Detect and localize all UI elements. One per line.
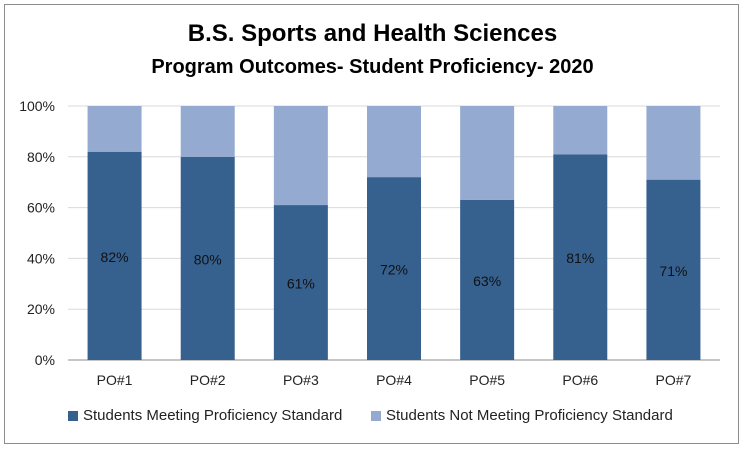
legend-swatch-meeting [68, 410, 78, 421]
data-label: 82% [101, 249, 129, 265]
legend-label-not-meeting: Students Not Meeting Proficiency Standar… [386, 407, 673, 424]
data-label: 61% [287, 276, 315, 292]
bar-segment-meeting [553, 154, 608, 360]
bar-segment-meeting [180, 156, 235, 360]
x-tick-label: PO#6 [562, 372, 598, 388]
y-tick-label: 20% [27, 301, 55, 317]
legend-swatch-not-meeting [371, 410, 381, 421]
bar-segment-meeting [273, 205, 328, 360]
x-tick-label: PO#3 [283, 372, 319, 388]
bar-segment-not-meeting [180, 106, 235, 157]
bar-segment-not-meeting [460, 106, 515, 200]
x-tick-label: PO#1 [97, 372, 133, 388]
y-tick-label: 40% [27, 250, 55, 266]
bar-segment-not-meeting [646, 106, 701, 180]
y-tick-label: 100% [19, 98, 55, 114]
data-label: 71% [659, 263, 687, 279]
x-tick-label: PO#5 [469, 372, 505, 388]
y-tick-label: 60% [27, 200, 55, 216]
bar-segment-meeting [646, 179, 701, 360]
chart-subtitle: Program Outcomes- Student Proficiency- 2… [151, 56, 594, 78]
legend-item-not-meeting: Students Not Meeting Proficiency Standar… [371, 407, 673, 424]
data-label: 63% [473, 273, 501, 289]
chart-title: B.S. Sports and Health Sciences [187, 20, 558, 47]
bar-segment-meeting [460, 199, 515, 360]
bar-segment-not-meeting [553, 106, 608, 155]
y-tick-label: 0% [35, 352, 55, 368]
bar-segment-meeting [367, 177, 421, 360]
legend-item-meeting: Students Meeting Proficiency Standard [68, 407, 342, 424]
x-tick-label: PO#4 [376, 372, 412, 388]
y-tick-label: 80% [27, 149, 55, 165]
data-label: 81% [566, 250, 594, 266]
bar-segment-not-meeting [367, 106, 421, 178]
bar-segment-not-meeting [87, 106, 142, 152]
data-label: 72% [380, 262, 408, 278]
bar-segment-not-meeting [273, 106, 328, 206]
bar-segment-meeting [87, 151, 142, 360]
legend-label-meeting: Students Meeting Proficiency Standard [83, 407, 343, 424]
x-tick-label: PO#7 [656, 372, 692, 388]
data-label: 80% [194, 251, 222, 267]
chart-border [4, 4, 739, 444]
x-tick-label: PO#2 [190, 372, 226, 388]
